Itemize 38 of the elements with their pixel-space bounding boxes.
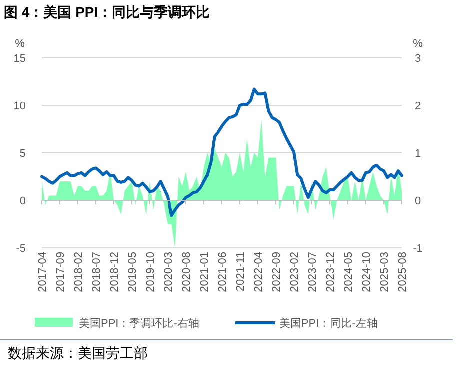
x-tick-label: 2024-10 bbox=[361, 252, 373, 292]
x-tick-label: 2022-09 bbox=[271, 252, 283, 292]
x-tick-label: 2025-03 bbox=[379, 252, 391, 292]
x-tick-label: 2023-12 bbox=[325, 252, 337, 292]
x-tick-label: 2017-04 bbox=[37, 252, 49, 292]
source-note: 数据来源：美国劳工部 bbox=[8, 346, 148, 362]
x-tick-label: 2018-12 bbox=[109, 252, 121, 292]
y2-axis-title: % bbox=[413, 38, 424, 50]
y2-tick-label: 1 bbox=[414, 148, 422, 160]
y-tick-label: 0 bbox=[20, 196, 26, 208]
x-tick-label: 2019-10 bbox=[145, 252, 157, 292]
x-tick-label: 2023-02 bbox=[289, 252, 301, 292]
y-axis-title: % bbox=[15, 38, 26, 50]
x-tick-label: 2025-08 bbox=[397, 252, 409, 292]
y2-tick-label: 3 bbox=[414, 53, 422, 65]
x-tick-label: 2018-07 bbox=[91, 252, 103, 292]
x-tick-label: 2018-02 bbox=[73, 252, 85, 292]
x-tick-label: 2024-05 bbox=[343, 252, 355, 292]
legend-label: 美国PPI：季调环比-右轴 bbox=[79, 317, 200, 330]
x-tick-label: 2017-09 bbox=[55, 252, 67, 292]
y-tick-label: 10 bbox=[14, 100, 26, 112]
y2-tick-label: 2 bbox=[414, 100, 422, 112]
x-tick-label: 2020-08 bbox=[181, 252, 193, 292]
y-tick-label: 5 bbox=[20, 148, 26, 160]
x-tick-label: 2023-07 bbox=[307, 252, 319, 292]
x-tick-label: 2019-05 bbox=[127, 252, 139, 292]
x-tick-label: 2021-01 bbox=[199, 252, 211, 292]
x-tick-label: 2021-06 bbox=[217, 252, 229, 292]
x-tick-label: 2022-04 bbox=[253, 252, 265, 292]
y2-tick-label: -1 bbox=[413, 243, 423, 255]
y-tick-label: -5 bbox=[16, 243, 26, 255]
y2-tick-label: 0 bbox=[414, 196, 422, 208]
x-tick-label: 2021-11 bbox=[235, 252, 247, 292]
y-tick-label: 15 bbox=[14, 53, 26, 65]
line-series bbox=[40, 88, 404, 218]
legend-label: 美国PPI：同比-左轴 bbox=[279, 317, 378, 330]
x-tick-label: 2020-03 bbox=[163, 252, 175, 292]
chart-title: 图 4：美国 PPI：同比与季调环比 bbox=[4, 4, 210, 20]
